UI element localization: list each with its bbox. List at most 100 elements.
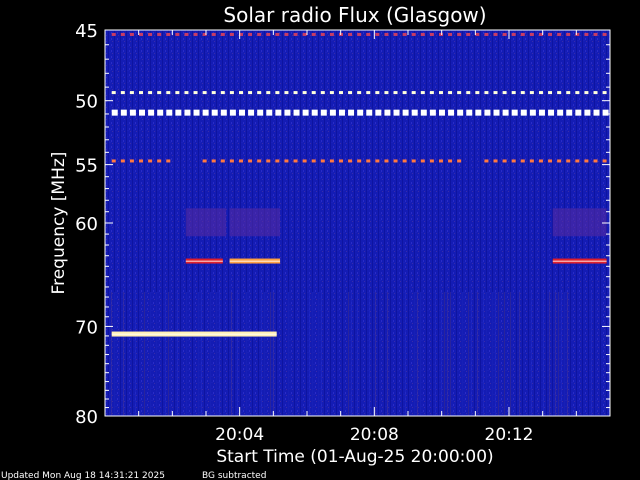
emission-dash: [420, 91, 425, 95]
emission-dash: [257, 32, 262, 36]
emission-dash: [502, 91, 507, 95]
footer-note: BG subtracted: [202, 471, 266, 480]
y-tick-label: 50: [75, 92, 98, 113]
emission-dash: [429, 109, 436, 116]
emission-dash: [129, 91, 134, 95]
emission-dash: [411, 91, 416, 95]
texture-stripe: [144, 292, 145, 416]
emission-dash: [166, 32, 171, 36]
emission-dash: [148, 159, 153, 163]
texture-stripe: [495, 292, 496, 416]
texture-stripe: [417, 292, 418, 416]
emission-dash: [538, 159, 543, 163]
emission-dash: [293, 32, 298, 36]
emission-dash: [148, 32, 153, 36]
texture-stripe: [567, 292, 568, 416]
emission-dash: [448, 109, 455, 116]
emission-dash: [411, 159, 416, 163]
emission-dash: [493, 159, 498, 163]
emission-dash: [448, 91, 453, 95]
emission-dash: [266, 109, 273, 116]
emission-dash: [348, 109, 355, 116]
emission-dash: [493, 32, 498, 36]
texture-stripe: [177, 292, 178, 416]
emission-dash: [538, 32, 543, 36]
emission-dash: [548, 159, 553, 163]
emission-dash: [275, 159, 280, 163]
y-axis: 45 50 55 60 70 80: [75, 21, 610, 428]
emission-dash: [411, 109, 418, 116]
texture-stripe: [471, 292, 472, 416]
texture-stripe: [486, 292, 487, 416]
emission-dash: [238, 159, 243, 163]
emission-dash: [520, 32, 525, 36]
texture-stripe: [477, 292, 478, 416]
y-tick-label: 60: [75, 214, 98, 235]
texture-stripe: [564, 292, 565, 416]
x-tick-label: 20:12: [485, 425, 534, 445]
x-axis: 20:04 20:08 20:12: [138, 30, 577, 445]
emission-dash: [311, 91, 316, 95]
texture-stripe: [441, 292, 442, 416]
noise-texture: [111, 208, 607, 416]
footer-updated: Updated Mon Aug 18 14:31:21 2025: [1, 471, 165, 480]
emission-dash: [157, 91, 162, 95]
texture-stripe: [504, 292, 505, 416]
emission-dash: [257, 109, 264, 116]
emission-dash: [393, 159, 398, 163]
emission-features: [111, 32, 609, 337]
emission-dash: [139, 91, 144, 95]
emission-dash: [375, 91, 380, 95]
emission-dash: [202, 109, 209, 116]
texture-stripe: [483, 292, 484, 416]
y-axis-label: Frequency [MHz]: [49, 152, 69, 295]
texture-stripe: [405, 292, 406, 416]
texture-stripe: [216, 292, 217, 416]
emission-dash: [511, 109, 518, 116]
emission-dash: [420, 159, 425, 163]
broadband-patch: [185, 208, 227, 237]
emission-dash: [302, 109, 309, 116]
emission-dash: [184, 91, 189, 95]
broadband-patch: [552, 208, 607, 237]
emission-dash: [502, 159, 507, 163]
texture-stripe: [210, 292, 211, 416]
emission-dash: [375, 32, 380, 36]
texture-stripe: [198, 292, 199, 416]
emission-dash: [120, 109, 127, 116]
emission-dash: [548, 109, 555, 116]
emission-dash: [502, 32, 507, 36]
emission-dash: [193, 109, 200, 116]
emission-dash: [366, 32, 371, 36]
emission-dash: [157, 159, 162, 163]
emission-dash: [429, 159, 434, 163]
texture-stripe: [237, 292, 238, 416]
emission-core: [552, 260, 607, 263]
emission-dash: [357, 32, 362, 36]
emission-dash: [429, 32, 434, 36]
emission-dash: [175, 91, 180, 95]
emission-dash: [338, 159, 343, 163]
emission-dash: [257, 159, 262, 163]
emission-dash: [420, 32, 425, 36]
emission-dash: [366, 91, 371, 95]
texture-stripe: [165, 292, 166, 416]
texture-stripe: [219, 292, 220, 416]
emission-dash: [602, 159, 607, 163]
emission-dash: [548, 32, 553, 36]
broadband-patch: [229, 208, 281, 237]
emission-dash: [466, 32, 471, 36]
texture-stripe: [114, 292, 115, 416]
texture-stripe: [318, 292, 319, 416]
emission-dash: [311, 159, 316, 163]
emission-dash: [157, 32, 162, 36]
emission-dash: [557, 109, 564, 116]
y-tick-label: 55: [75, 156, 98, 177]
emission-dash: [248, 91, 253, 95]
emission-dash: [511, 159, 516, 163]
emission-dash: [438, 109, 445, 116]
emission-dash: [284, 109, 291, 116]
emission-dash: [484, 32, 489, 36]
emission-dash: [402, 109, 409, 116]
emission-dash: [329, 109, 336, 116]
